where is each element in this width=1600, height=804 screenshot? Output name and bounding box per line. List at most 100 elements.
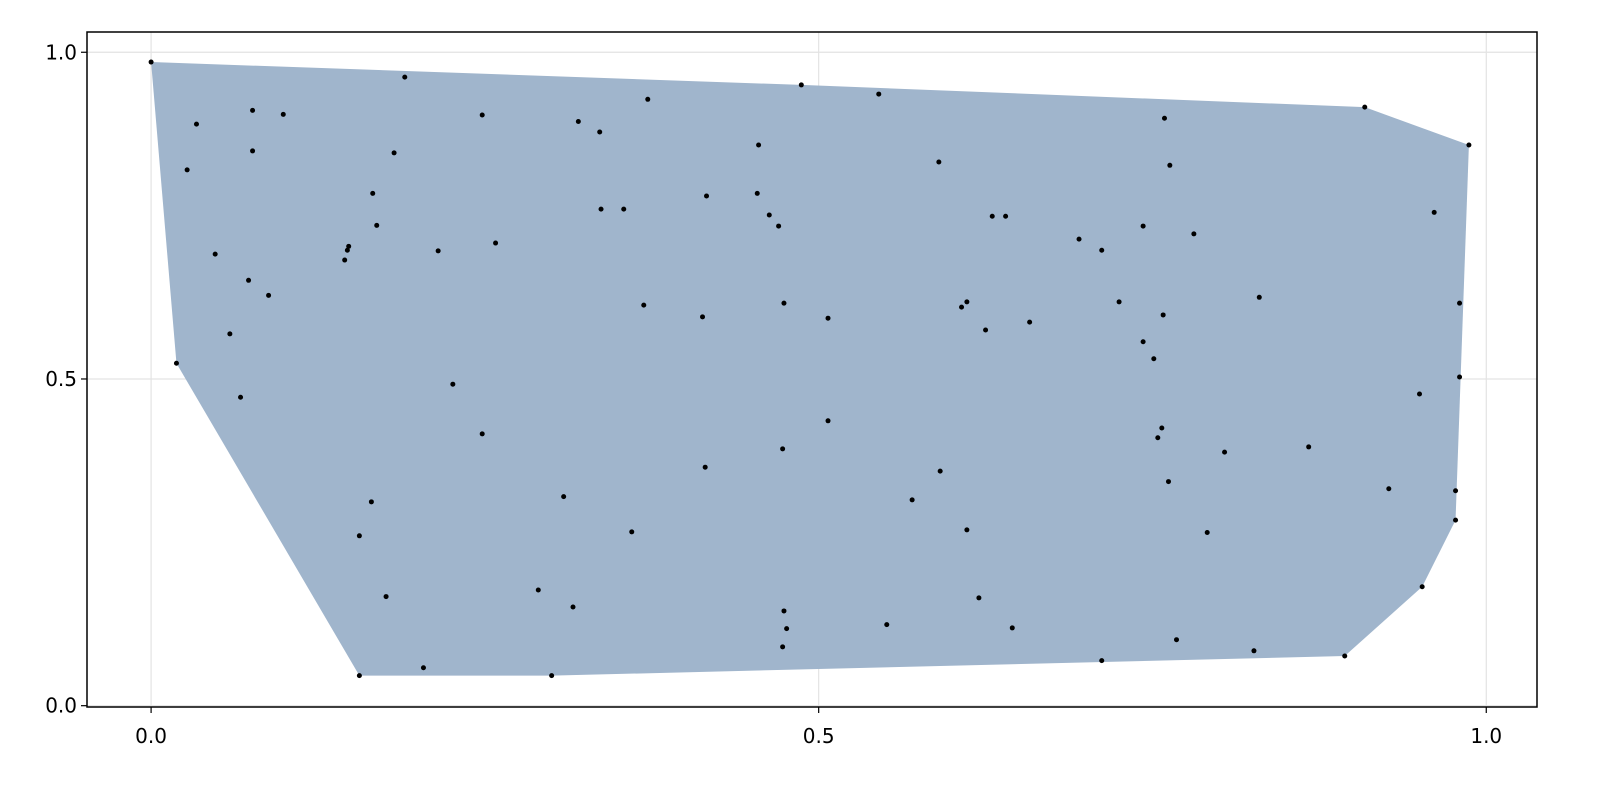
data-point — [1099, 247, 1105, 253]
data-point — [780, 644, 786, 650]
data-point — [250, 107, 256, 113]
data-point — [1204, 530, 1210, 536]
data-point — [1342, 653, 1348, 659]
data-point — [479, 431, 485, 437]
data-point — [346, 243, 352, 249]
data-point — [193, 121, 199, 127]
data-point — [964, 527, 970, 533]
x-axis-ticks: 0.0 0.5 1.0 — [135, 707, 1502, 748]
data-point — [280, 111, 286, 117]
x-tick-label: 1.0 — [1470, 724, 1502, 748]
data-point — [780, 446, 786, 452]
data-point — [781, 608, 787, 614]
data-point — [227, 331, 233, 337]
data-point — [1165, 479, 1171, 485]
data-point — [212, 251, 218, 257]
data-point — [702, 464, 708, 470]
y-tick-label: 0.5 — [45, 367, 77, 391]
data-point — [184, 167, 190, 173]
data-point — [754, 190, 760, 196]
data-point — [1076, 236, 1082, 242]
data-point — [756, 142, 762, 148]
data-point — [1191, 231, 1197, 237]
data-point — [1362, 104, 1368, 110]
data-point — [1386, 486, 1392, 492]
data-point — [825, 418, 831, 424]
data-point — [876, 91, 882, 97]
data-point — [391, 150, 397, 156]
data-point — [173, 360, 179, 366]
data-point — [493, 240, 499, 246]
data-point — [356, 673, 362, 679]
data-point — [983, 327, 989, 333]
data-point — [766, 212, 772, 218]
data-point — [1167, 162, 1173, 168]
data-points — [148, 59, 1472, 679]
data-point — [1457, 300, 1463, 306]
data-point — [535, 587, 541, 593]
data-point — [629, 529, 635, 535]
data-point — [1151, 356, 1157, 362]
data-point — [1009, 625, 1015, 631]
data-point — [776, 223, 782, 229]
data-point — [1140, 339, 1146, 345]
data-point — [1099, 658, 1105, 664]
data-point — [1140, 223, 1146, 229]
data-point — [374, 222, 380, 228]
data-point — [1306, 444, 1312, 450]
data-point — [383, 594, 389, 600]
data-point — [479, 112, 485, 118]
data-point — [266, 292, 272, 298]
data-point — [597, 129, 603, 135]
data-point — [148, 59, 154, 65]
data-point — [1161, 115, 1167, 121]
data-point — [959, 304, 965, 310]
data-point — [238, 394, 244, 400]
data-point — [1116, 299, 1122, 305]
x-tick-label: 0.5 — [803, 724, 835, 748]
data-point — [342, 257, 348, 263]
data-point — [435, 248, 441, 254]
data-point — [1003, 213, 1009, 219]
data-point — [909, 497, 915, 503]
y-tick-label: 1.0 — [45, 40, 77, 64]
data-point — [798, 82, 804, 88]
convex-hull-polygon — [151, 62, 1469, 676]
data-point — [368, 499, 374, 505]
data-point — [570, 604, 576, 610]
data-point — [1159, 425, 1165, 431]
y-axis-ticks: 0.0 0.5 1.0 — [45, 40, 87, 718]
y-tick-label: 0.0 — [45, 694, 77, 718]
data-point — [1256, 294, 1262, 300]
data-point — [1431, 209, 1437, 215]
data-point — [1419, 584, 1425, 590]
data-point — [781, 300, 787, 306]
data-point — [937, 468, 943, 474]
data-point — [1453, 517, 1459, 523]
data-point — [1222, 449, 1228, 455]
data-point — [1027, 319, 1033, 325]
data-point — [1417, 391, 1423, 397]
data-point — [989, 213, 995, 219]
data-point — [976, 595, 982, 601]
data-point — [621, 206, 627, 212]
data-point — [561, 494, 567, 500]
data-point — [936, 159, 942, 165]
data-point — [641, 302, 647, 308]
x-tick-label: 0.0 — [135, 724, 167, 748]
data-point — [784, 626, 790, 632]
data-point — [598, 206, 604, 212]
data-point — [964, 299, 970, 305]
data-point — [1174, 637, 1180, 643]
data-point — [402, 74, 408, 80]
data-point — [250, 148, 256, 154]
plot-frame — [86, 31, 1538, 708]
data-point — [1251, 648, 1257, 654]
data-point — [1466, 142, 1472, 148]
data-point — [884, 622, 890, 628]
data-point — [420, 665, 426, 671]
data-point — [645, 96, 651, 102]
data-point — [356, 533, 362, 539]
data-point — [246, 277, 252, 283]
data-point — [1155, 435, 1161, 441]
